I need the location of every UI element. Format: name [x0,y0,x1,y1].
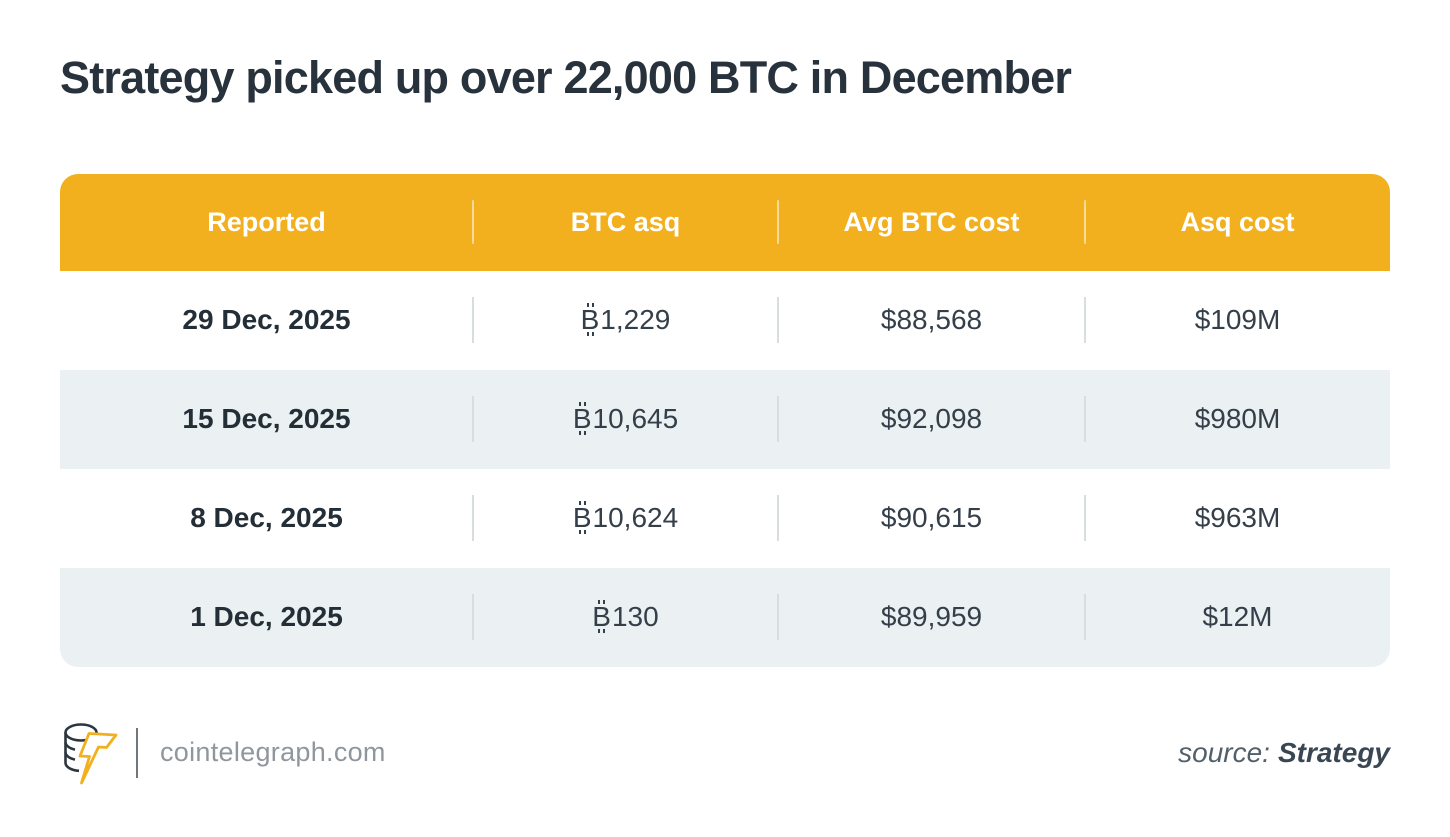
btc-asq-value: 130 [611,601,659,633]
cell-asq-cost: $963M [1085,469,1390,568]
cell-btc-asq: B 1,229 [473,271,778,370]
cell-asq-cost: $12M [1085,568,1390,667]
bitcoin-icon: B [580,303,600,337]
btc-asq-value: 10,645 [592,403,679,435]
page-title: Strategy picked up over 22,000 BTC in De… [60,52,1072,103]
cell-avg-btc-cost: $88,568 [778,271,1085,370]
cell-avg-btc-cost: $89,959 [778,568,1085,667]
btc-asq-value: 10,624 [592,502,679,534]
bitcoin-icon: B [572,501,592,535]
cell-reported: 1 Dec, 2025 [190,601,343,633]
column-header-avg-btc-cost: Avg BTC cost [778,174,1085,271]
bitcoin-icon: B [592,600,611,634]
column-header-reported: Reported [207,206,326,237]
footer: cointelegraph.com source: Strategy [60,719,1390,787]
column-header-asq-cost: Asq cost [1085,174,1390,271]
site-name: cointelegraph.com [160,737,386,768]
cell-asq-cost: $980M [1085,370,1390,469]
table-row: 15 Dec, 2025 B 10,645 $92,098 $980M [60,369,1390,469]
cell-reported: 29 Dec, 2025 [182,304,351,336]
cell-asq-cost: $109M [1085,271,1390,370]
source-label: source: [1178,736,1270,768]
cointelegraph-logo-icon [60,720,118,786]
btc-asq-value: 1,229 [600,304,671,336]
cell-avg-btc-cost: $92,098 [778,370,1085,469]
table-row: 8 Dec, 2025 B 10,624 $90,615 $963M [60,468,1390,568]
cell-btc-asq: B 130 [473,568,778,667]
bitcoin-icon: B [572,402,592,436]
cell-reported: 8 Dec, 2025 [190,502,343,534]
btc-purchases-table: Reported BTC asq Avg BTC cost Asq cost 2… [60,173,1390,667]
cell-btc-asq: B 10,645 [473,370,778,469]
table-row: 1 Dec, 2025 B 130 $89,959 $12M [60,567,1390,667]
brand-divider [136,727,138,778]
table-row: 29 Dec, 2025 B 1,229 $88,568 $109M [60,270,1390,370]
cell-avg-btc-cost: $90,615 [778,469,1085,568]
column-header-btc-asq: BTC asq [473,174,778,271]
table-header-row: Reported BTC asq Avg BTC cost Asq cost [60,173,1390,271]
cell-reported: 15 Dec, 2025 [182,403,351,435]
source-attribution: source: Strategy [1178,737,1390,769]
brand-block: cointelegraph.com [60,720,386,786]
source-value: Strategy [1277,736,1390,768]
cell-btc-asq: B 10,624 [473,469,778,568]
